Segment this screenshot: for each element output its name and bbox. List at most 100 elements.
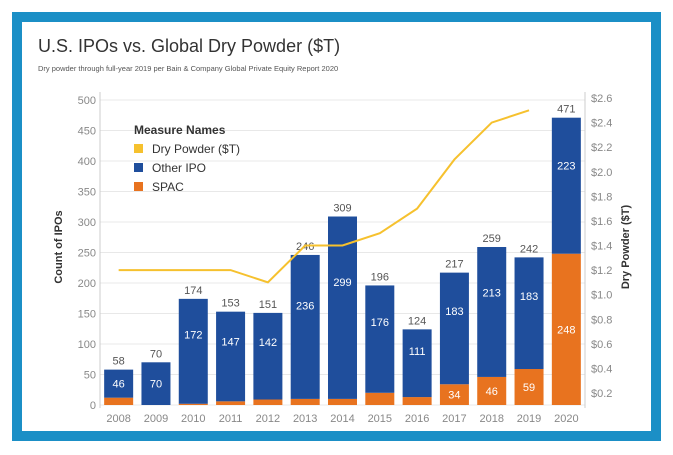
spac-value-label: 59 (523, 382, 535, 394)
y2-tick-label: $2.0 (591, 167, 612, 179)
other-ipo-value-label: 213 (483, 287, 501, 299)
y-tick-label: 500 (78, 95, 96, 107)
y-tick-label: 50 (84, 370, 96, 382)
legend-swatch (134, 144, 143, 153)
x-tick-label: 2010 (181, 413, 205, 425)
chart-title: U.S. IPOs vs. Global Dry Powder ($T) (38, 36, 341, 56)
y2-tick-label: $2.6 (591, 93, 612, 105)
other-ipo-bar (104, 369, 134, 398)
legend-label: SPAC (152, 180, 184, 194)
y-tick-label: 250 (78, 248, 96, 260)
y-tick-label: 450 (78, 126, 96, 138)
y-axis-right: $0.2 $0.4 $0.6 $0.8 $1.0 $1.2 $1.4 $1.6 $1.8 $2.0… (591, 93, 612, 400)
other-ipo-bar (178, 298, 208, 404)
bar-total-label: 196 (371, 271, 389, 283)
y2-tick-label: $1.2 (591, 265, 612, 277)
spac-bar (328, 398, 357, 405)
spac-bar (178, 403, 208, 405)
x-tick-label: 2008 (106, 413, 130, 425)
bar-total-label: 471 (557, 104, 575, 116)
y2-axis-title: Dry Powder ($T) (620, 204, 632, 289)
y2-tick-label: $2.2 (591, 142, 612, 154)
other-ipo-value-label: 176 (371, 317, 389, 329)
y-tick-label: 200 (78, 278, 96, 290)
y2-tick-label: $1.6 (591, 216, 612, 228)
other-ipo-value-label: 46 (113, 379, 125, 391)
other-ipo-value-label: 142 (259, 337, 277, 349)
bar-total-label: 151 (259, 299, 277, 311)
spac-value-label: 34 (448, 390, 460, 402)
y-tick-label: 300 (78, 217, 96, 229)
x-tick-label: 2016 (405, 413, 429, 425)
spac-value-label: 46 (486, 386, 498, 398)
x-tick-label: 2014 (330, 413, 354, 425)
other-ipo-value-label: 236 (296, 301, 314, 313)
other-ipo-value-label: 299 (333, 277, 351, 289)
other-ipo-value-label: 111 (409, 346, 426, 358)
x-tick-label: 2018 (479, 413, 503, 425)
y2-tick-label: $1.4 (591, 241, 612, 253)
other-ipo-bar (402, 329, 432, 398)
y2-tick-label: $0.2 (591, 388, 612, 400)
spac-bar (477, 376, 507, 405)
bar-total-label: 153 (221, 298, 239, 310)
legend: Measure Names Dry Powder ($T) Other IPO SPA… (134, 123, 240, 194)
y-axis-left: 0 50 100 150 200 250 300 350 400 450 500 (78, 95, 96, 412)
dry-powder-line-group (118, 109, 530, 284)
bar-total-label: 217 (445, 259, 463, 271)
bar-total-label: 242 (520, 243, 538, 255)
other-ipo-value-label: 147 (221, 337, 239, 349)
x-tick-label: 2009 (144, 413, 168, 425)
spac-bar (402, 397, 432, 405)
outer-frame: U.S. IPOs vs. Global Dry Powder ($T) Dry… (12, 12, 661, 441)
other-ipo-value-label: 223 (557, 160, 575, 172)
y2-tick-label: $0.4 (591, 363, 612, 375)
legend-label: Dry Powder ($T) (152, 142, 240, 156)
other-ipo-bar (365, 285, 395, 393)
y-tick-label: 350 (78, 187, 96, 199)
y-tick-label: 100 (78, 339, 96, 351)
bar-total-label: 70 (150, 348, 162, 360)
legend-label: Other IPO (152, 161, 206, 175)
y-tick-label: 400 (78, 156, 96, 168)
other-ipo-value-label: 70 (150, 379, 162, 391)
dry-powder-line (118, 109, 530, 284)
y2-tick-label: $0.8 (591, 314, 612, 326)
y-axis-title: Count of IPOs (53, 210, 65, 283)
bar-total-label: 58 (113, 356, 125, 368)
other-ipo-bar (439, 272, 469, 385)
x-axis: 2008 2009 2010 2011 2012 2013 2014 2015 2016 2017… (106, 413, 578, 425)
legend-title: Measure Names (134, 123, 226, 137)
spac-value-label: 248 (557, 324, 575, 336)
other-ipo-bar (290, 254, 320, 399)
other-ipo-value-label: 172 (184, 330, 202, 342)
spac-bar (290, 398, 320, 405)
chart-subtitle: Dry powder through full-year 2019 per Ba… (38, 64, 339, 73)
other-ipo-value-label: 183 (445, 306, 463, 318)
spac-bar (514, 369, 544, 405)
bar-total-label: 259 (483, 233, 501, 245)
other-ipo-bar (253, 312, 283, 400)
other-ipo-bar (514, 257, 544, 370)
x-tick-label: 2020 (554, 413, 578, 425)
y-tick-label: 150 (78, 309, 96, 321)
spac-bar (551, 253, 581, 405)
spac-bar (216, 401, 246, 405)
bar-total-label: 174 (184, 285, 202, 297)
y-tick-label: 0 (90, 400, 96, 412)
spac-bar (253, 399, 283, 405)
other-ipo-bar (328, 216, 357, 399)
x-tick-label: 2012 (256, 413, 280, 425)
other-ipo-value-label: 183 (520, 291, 538, 303)
spac-bar (365, 392, 395, 405)
x-tick-label: 2011 (219, 413, 243, 425)
y2-tick-label: $1.0 (591, 290, 612, 302)
x-tick-label: 2019 (517, 413, 541, 425)
bar-total-label: 309 (333, 203, 351, 215)
x-tick-label: 2015 (368, 413, 392, 425)
other-ipo-bar (551, 117, 581, 254)
y2-tick-label: $2.4 (591, 118, 612, 130)
spac-bar (439, 384, 469, 405)
